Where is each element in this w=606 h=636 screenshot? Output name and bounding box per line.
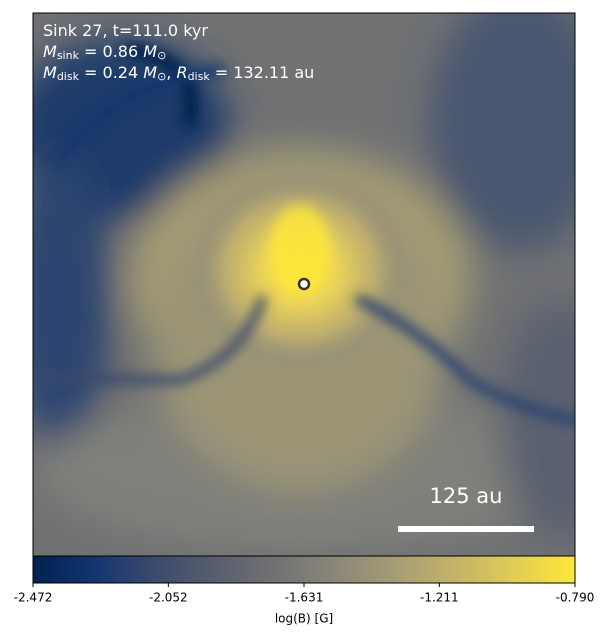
- annotation-part: = 0.86: [79, 42, 143, 61]
- annotation: Sink 27, t=111.0 kyr: [43, 21, 208, 40]
- sink-marker: [297, 277, 311, 291]
- annotation-subscript: sink: [57, 49, 80, 62]
- colorbar-tick-label: -0.790: [556, 591, 595, 605]
- annotation-subscript: ⊙: [157, 49, 166, 62]
- annotation-part: Sink 27, t=111.0 kyr: [43, 21, 208, 40]
- annotation-part: = 0.24: [79, 63, 143, 82]
- colorbar-label: log(B) [G]: [275, 612, 333, 626]
- field-map: 125 au Sink 27, t=111.0 kyr Msink = 0.86 …: [33, 13, 575, 556]
- annotation-part: M: [143, 42, 157, 61]
- annotation-subscript: disk: [188, 70, 211, 83]
- annotation-subscript: disk: [57, 70, 80, 83]
- scale-bar-label: 125 au: [430, 484, 503, 508]
- annotation-part: = 132.11 au: [210, 63, 315, 82]
- colorbar-tick-label: -1.631: [285, 591, 324, 605]
- annotation-part: M: [43, 42, 57, 61]
- colorbar-tick-label: -2.052: [149, 591, 188, 605]
- colorbar-ticks: -2.472 -2.052 -1.631 -1.211 -0.790: [14, 583, 595, 605]
- annotation-part: R: [176, 63, 187, 82]
- colorbar-tick-label: -2.472: [14, 591, 53, 605]
- annotation-part: ,: [166, 63, 176, 82]
- annotation: Msink = 0.86 M⊙: [43, 42, 166, 63]
- annotation-part: M: [43, 63, 57, 82]
- colorbar: [32, 555, 576, 584]
- annotation: Mdisk = 0.24 M⊙, Rdisk = 132.11 au: [43, 63, 314, 84]
- annotation-subscript: ⊙: [157, 70, 166, 83]
- annotation-part: M: [143, 63, 157, 82]
- colorbar-tick-label: -1.211: [420, 591, 459, 605]
